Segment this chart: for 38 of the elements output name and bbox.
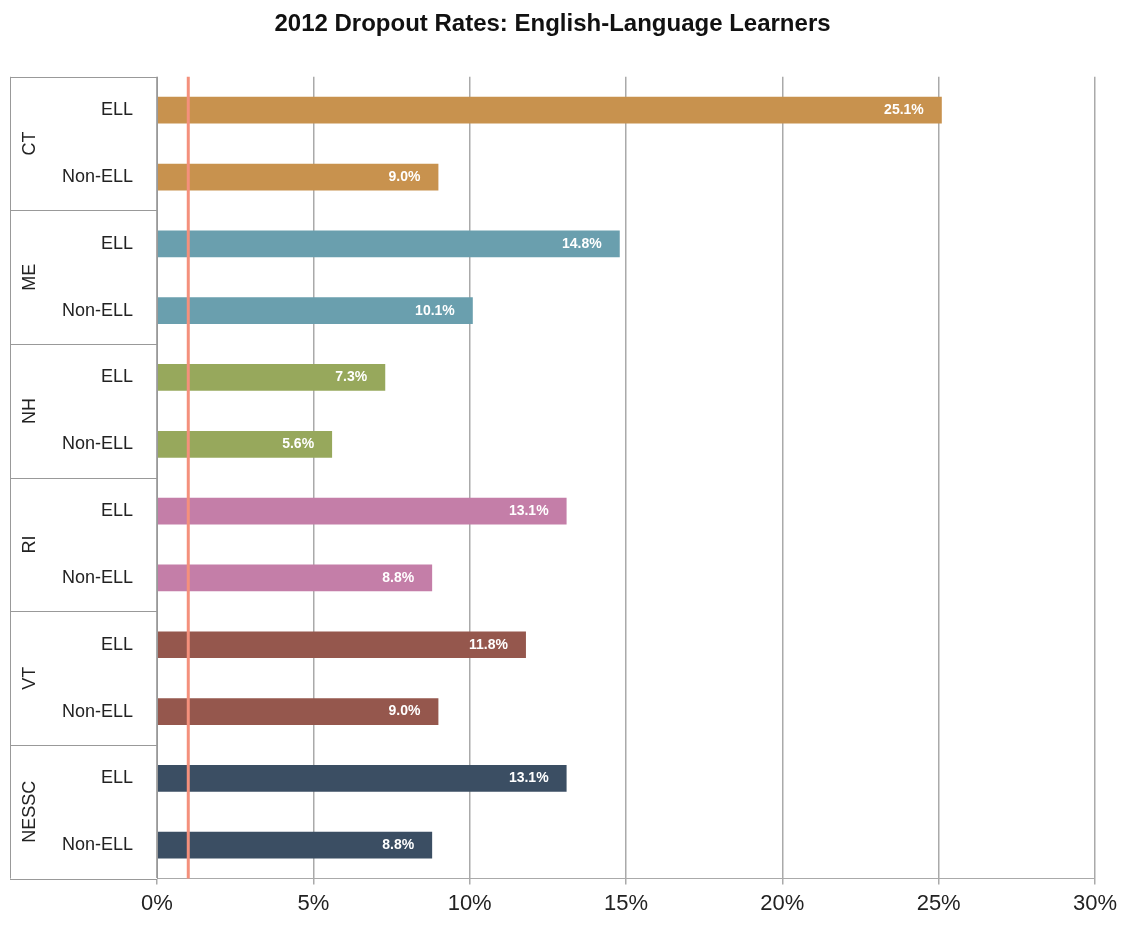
data-label: 8.8% <box>382 568 415 585</box>
y-tick-label: Non-ELL <box>61 566 133 587</box>
text: CT <box>18 131 39 156</box>
data-label: 5.6% <box>282 435 315 452</box>
data-label: 8.8% <box>382 836 415 853</box>
y-tick-label: Non-ELL <box>61 700 133 721</box>
data-label: 11.8% <box>469 635 509 652</box>
text: RI <box>18 535 39 554</box>
y-tick-label: ELL <box>100 99 133 120</box>
data-label: 13.1% <box>508 501 550 518</box>
x-tick-label: 15% <box>603 889 649 915</box>
y-tick-label: Non-ELL <box>61 433 133 454</box>
y-tick-label: Non-ELL <box>61 834 133 855</box>
chart-title: 2012 Dropout Rates: English-Language Learners <box>274 9 831 37</box>
y-tick-label: Non-ELL <box>61 299 133 320</box>
text: VT <box>18 666 39 690</box>
x-tick-label: 10% <box>447 889 492 915</box>
text: NESSC <box>18 780 39 843</box>
data-label: 7.3% <box>335 368 368 385</box>
x-tick-label: 0% <box>141 889 173 915</box>
y-tick-label: ELL <box>100 232 133 253</box>
x-tick-label: 20% <box>760 889 805 915</box>
data-label: 13.1% <box>508 769 550 786</box>
data-label: 14.8% <box>562 234 603 251</box>
y-tick-label: ELL <box>100 366 133 387</box>
x-tick-label: 5% <box>297 889 330 915</box>
x-tick-label: 25% <box>916 889 961 915</box>
data-label: 9.0% <box>388 702 421 719</box>
y-tick-label: Non-ELL <box>61 165 133 186</box>
data-label: 25.1% <box>884 101 925 118</box>
data-label: 9.0% <box>388 167 421 184</box>
y-tick-label: ELL <box>100 500 133 521</box>
y-tick-label: ELL <box>100 633 133 654</box>
text: ME <box>18 263 39 291</box>
text: NH <box>18 397 39 424</box>
x-tick-label: 30% <box>1072 889 1118 915</box>
data-label: 10.1% <box>415 301 456 318</box>
y-tick-label: ELL <box>100 767 133 788</box>
